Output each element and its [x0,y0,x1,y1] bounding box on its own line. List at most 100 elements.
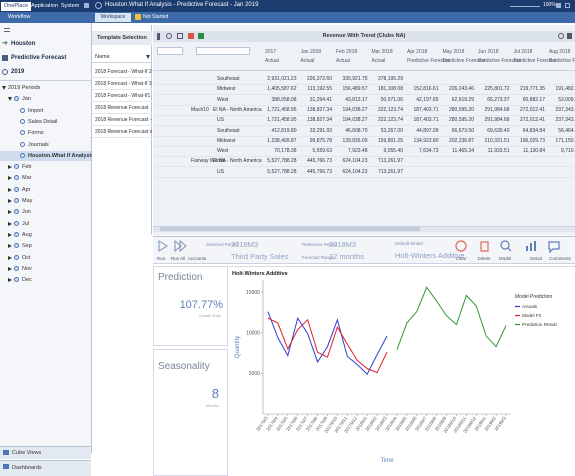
series-line [396,286,507,351]
nav-cube-views[interactable]: Cube Views [0,446,91,459]
tree-period[interactable]: Jan [22,96,31,103]
comments-button[interactable]: Comments [549,256,571,261]
template-item[interactable]: 2018 Forecast - What-If 3 [92,78,152,90]
tree-period[interactable]: Aug [22,231,32,238]
template-item[interactable]: 2018 Revenue Forecast v2 [92,126,152,138]
detail-button[interactable]: Detail [530,256,542,261]
filter-box[interactable] [196,47,250,55]
run-button[interactable]: Run [156,256,166,261]
workspace-tab[interactable]: Workspace [95,13,131,22]
template-item[interactable]: 2018 Forecast - What-If1 [92,90,152,102]
workflow-bar[interactable]: Workflow [0,12,92,23]
tree-period[interactable]: Sep [22,243,32,250]
collapsed-icon[interactable] [8,255,12,260]
row-name: Southeast [217,127,240,134]
template-item[interactable]: 2018 Forecast - What-If 2 [92,66,152,78]
default-model[interactable]: Holt-Winters Additive [395,251,465,260]
tree-step[interactable]: Import [28,107,44,114]
tree-period[interactable]: Mar [22,175,32,182]
excel-icon[interactable] [198,33,204,39]
template-column[interactable]: Name [92,51,152,63]
collapsed-icon[interactable] [8,176,12,181]
template-item[interactable]: 2018 Revenue Forecast - Clubs [92,114,152,126]
context-entity[interactable]: Houston [11,41,36,47]
tool-icon[interactable] [157,33,160,40]
grid-cell: 1,721,458.95 [267,106,297,113]
tree-period[interactable]: May [22,198,33,204]
collapsed-icon[interactable] [8,199,12,203]
row-rule [153,156,575,158]
app-tab[interactable]: OnePlace [1,2,32,11]
collapsed-icon[interactable] [8,266,12,271]
page-title: Houston.What If Analysis - Predictive Fo… [105,2,259,8]
run-icons[interactable] [157,240,197,252]
column-period: Mar 2018 [371,49,393,55]
column-period: 2017 [265,49,277,55]
tool-icon[interactable] [166,33,172,39]
filter-box[interactable] [157,47,183,55]
template-item[interactable]: 2018 Revenue Forecast [92,102,152,114]
zoom-slider[interactable] [510,6,540,7]
expanded-icon[interactable] [8,97,12,102]
filter-icon[interactable] [146,55,150,59]
grid-cell: 226,372.60 [306,76,332,82]
column-period: Jul 2018 [513,49,533,55]
nav-icon[interactable] [4,28,10,32]
run-all-button[interactable]: Run All [170,256,186,261]
tree-period[interactable]: Jun [22,209,31,216]
grid-cell: 222,123.74 [377,117,403,124]
tree-step[interactable]: Forms [28,130,44,137]
collapsed-icon[interactable] [8,232,12,237]
settings-icon[interactable] [556,3,561,8]
tree-step[interactable]: Journals [28,141,49,148]
collapsed-icon[interactable] [8,244,12,249]
collapsed-icon[interactable] [8,221,12,226]
column-period: Apr 2018 [407,49,428,55]
account[interactable]: Third Party Sales [231,252,289,261]
reference-period-label: Reference Period [302,242,338,247]
app-tab[interactable]: System [61,3,80,9]
grid-cell: 181,108.08 [377,86,403,93]
forecast-range[interactable]: 12 months [329,252,365,261]
pin-icon[interactable] [84,3,89,8]
tree-period[interactable]: Oct [22,254,31,261]
reference-period[interactable]: 2018M3 [329,240,357,249]
tree-period[interactable]: Apr [22,186,31,193]
step-icon [20,118,25,124]
collapsed-icon[interactable] [8,187,12,192]
tree-root[interactable]: 2019 Periods [8,85,41,91]
pdf-icon[interactable] [188,33,194,39]
tree-period[interactable]: Jul [22,220,30,227]
collapsed-icon[interactable] [8,278,12,283]
expand-icon[interactable] [565,3,570,8]
grid-lock[interactable] [567,33,572,39]
model-button[interactable]: Model [498,256,512,261]
grid-cell: 237,343.14 [555,117,575,124]
tree-period[interactable]: Dec [22,277,32,284]
accounts-button[interactable]: Accounts [187,256,207,261]
refresh-icon[interactable] [95,2,102,9]
clear-button[interactable]: Clear [455,256,467,261]
delete-button[interactable]: Delete [477,256,491,261]
tree-step[interactable]: Sales Detail [28,118,58,125]
row-rule [153,166,575,168]
nav-dashboards[interactable]: Dashboards [0,460,91,476]
collapsed-icon[interactable] [8,210,12,215]
tool-icon[interactable] [177,33,183,39]
expanded-icon[interactable] [2,86,6,90]
tree-step[interactable]: Houston.What If Analysis [28,152,95,159]
grid-settings[interactable] [558,33,564,39]
tree-period[interactable]: Feb [22,164,32,171]
context-year[interactable]: 2019 [11,69,25,75]
grid-cell: 53,267.00 [380,127,403,134]
row-rule [153,176,575,178]
action-icons[interactable] [452,239,570,253]
grid-cell: 159,801.25 [377,137,403,144]
selected-period[interactable]: 2018M3 [231,240,259,249]
grid-cell: 202,236.87 [448,137,474,144]
context-workflow[interactable]: Predictive Forecast [11,55,67,61]
tree-period[interactable]: Nov [22,265,32,272]
app-tab[interactable]: Application [31,3,58,9]
scroll-thumb[interactable] [160,227,420,231]
collapsed-icon[interactable] [8,165,12,170]
